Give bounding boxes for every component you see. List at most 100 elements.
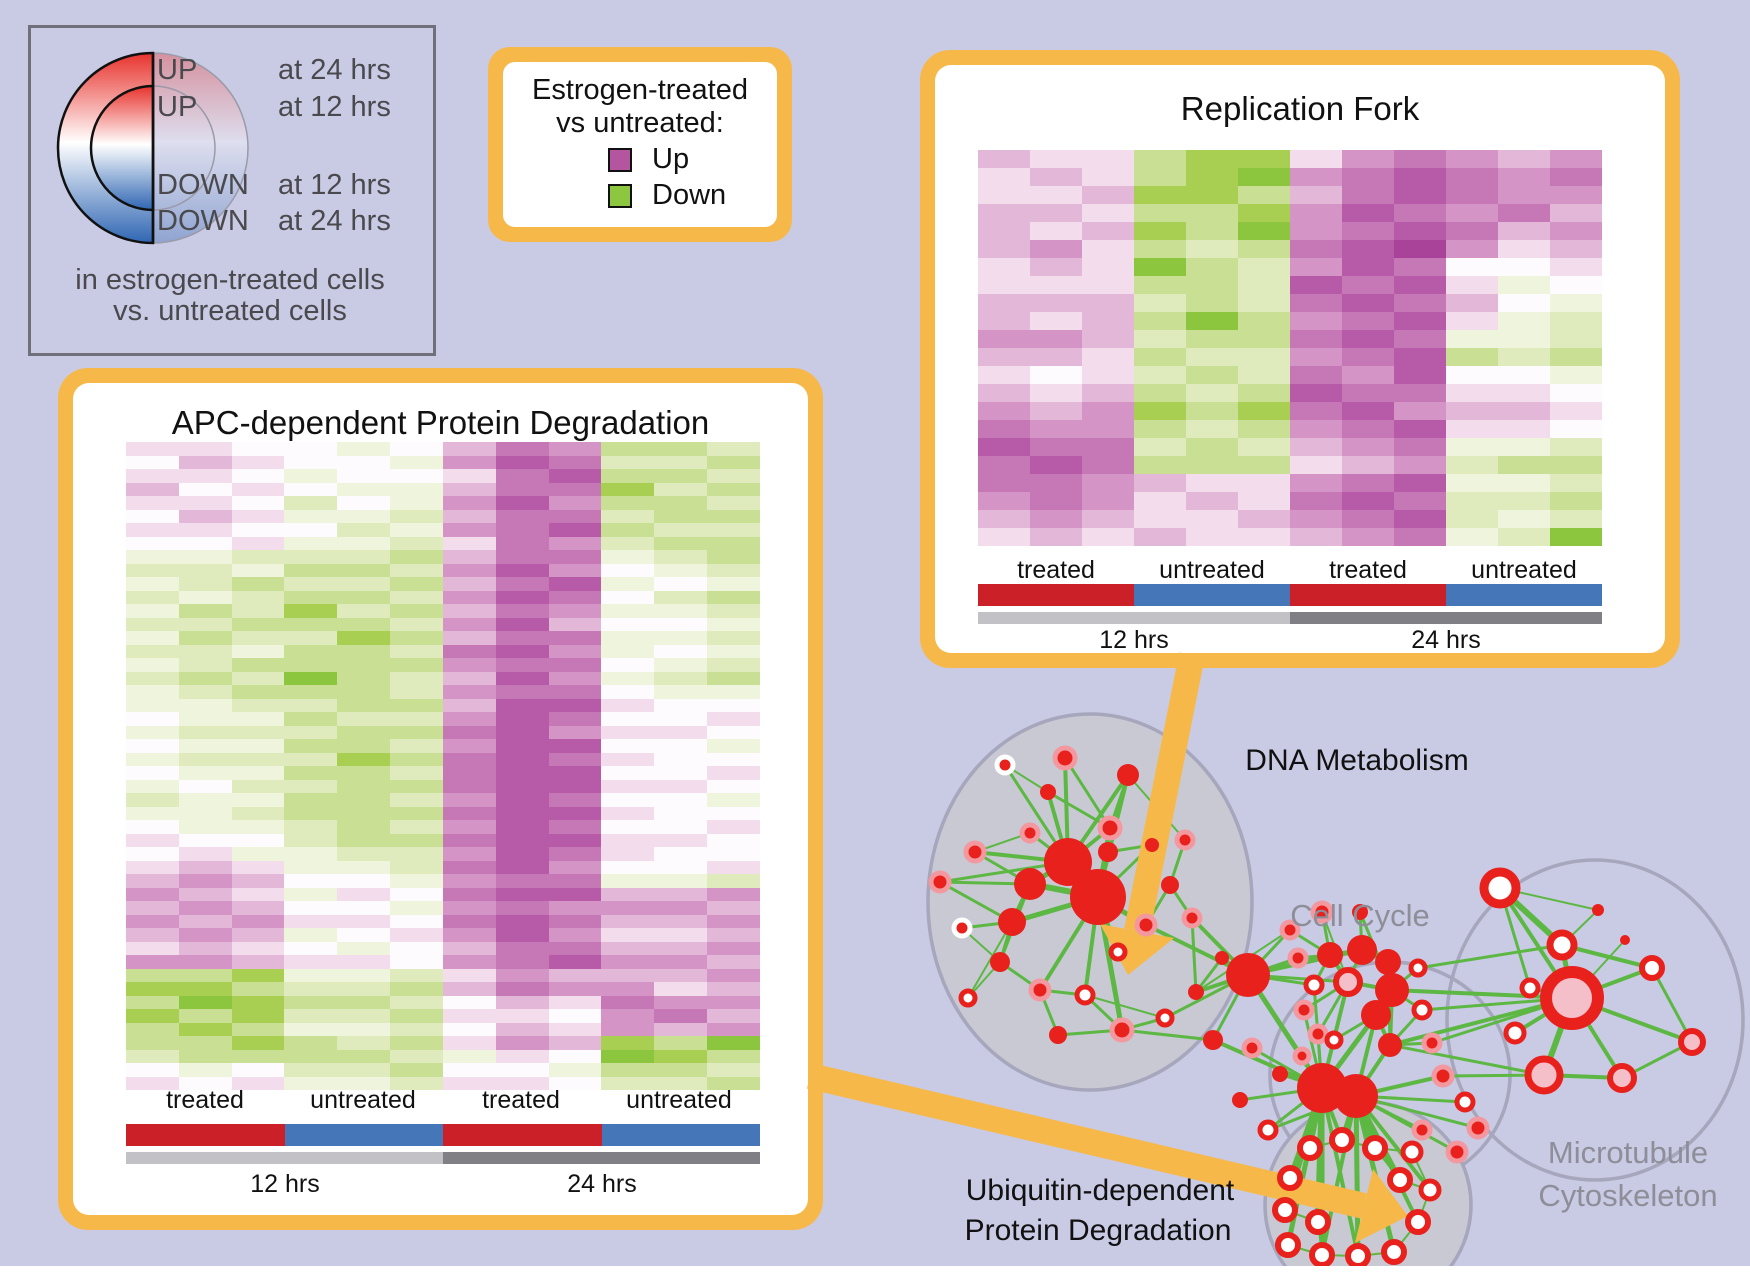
heatmap-cell bbox=[337, 712, 391, 726]
heatmap-cell bbox=[1082, 384, 1134, 402]
heatmap-cell bbox=[1342, 366, 1394, 384]
network-edge bbox=[1388, 989, 1394, 1046]
network-edge bbox=[1498, 886, 1574, 1000]
heatmap-cell bbox=[337, 442, 391, 456]
heatmap-cell bbox=[978, 456, 1030, 474]
network-edge bbox=[1121, 1016, 1166, 1032]
heatmap-cell bbox=[337, 928, 391, 942]
heatmap-cell bbox=[1394, 366, 1446, 384]
heatmap-cell bbox=[1030, 204, 1082, 222]
network-edge bbox=[1354, 1095, 1420, 1223]
heatmap-cell bbox=[126, 982, 179, 996]
network-edge bbox=[1561, 943, 1653, 970]
heatmap-cell bbox=[601, 455, 655, 469]
heatmap-cell bbox=[1134, 330, 1186, 348]
heatmap-cell bbox=[1446, 258, 1498, 276]
heatmap-cell bbox=[126, 604, 179, 618]
heatmap-cell bbox=[390, 496, 443, 510]
heatmap-cell bbox=[601, 766, 655, 780]
heatmap-cell bbox=[654, 644, 708, 658]
network-edge bbox=[974, 832, 1031, 853]
heatmap-cell bbox=[1186, 186, 1238, 204]
heatmap-cell bbox=[178, 847, 232, 861]
network-edge bbox=[1543, 1073, 1623, 1080]
heatmap-cell bbox=[1498, 150, 1550, 168]
network-edge bbox=[1373, 988, 1395, 1017]
network-node-solid bbox=[1375, 973, 1409, 1007]
heatmap-cell bbox=[1394, 384, 1446, 402]
heatmap-cell bbox=[1238, 528, 1290, 546]
heatmap-cell bbox=[707, 712, 760, 726]
network-edge bbox=[1095, 896, 1125, 1031]
network-node-solid bbox=[1161, 876, 1179, 894]
heatmap-cell bbox=[601, 698, 655, 712]
heatmap-cell bbox=[495, 442, 549, 456]
heatmap-cell bbox=[1082, 348, 1134, 366]
heatmap-cell bbox=[1290, 312, 1342, 330]
heatmap-cell bbox=[1342, 294, 1394, 312]
heatmap-cell bbox=[1238, 258, 1290, 276]
network-node-pink bbox=[1052, 745, 1078, 771]
heatmap-cell bbox=[1290, 276, 1342, 294]
heatmap-cell bbox=[1238, 168, 1290, 186]
heatmap-cell bbox=[284, 523, 338, 537]
network-node-donut bbox=[1277, 1165, 1303, 1191]
heatmap-cell bbox=[548, 698, 602, 712]
heatmap-cell bbox=[978, 438, 1030, 456]
heatmap-cell bbox=[495, 874, 549, 888]
heatmap-cell bbox=[1030, 510, 1082, 528]
heatmap-cell bbox=[337, 982, 391, 996]
heatmap-cell bbox=[1498, 258, 1550, 276]
heatmap-cell bbox=[231, 563, 285, 577]
heatmap-cell bbox=[707, 469, 760, 483]
heatmap-cell bbox=[495, 550, 549, 564]
heatmap-cell bbox=[1446, 492, 1498, 510]
network-edge bbox=[1355, 1094, 1423, 1132]
legend-note-line1: in estrogen-treated cells bbox=[75, 264, 385, 296]
heatmap-cell bbox=[1134, 258, 1186, 276]
heatmap-cell bbox=[1446, 366, 1498, 384]
legend-down-inner: DOWN bbox=[157, 169, 249, 201]
heatmap-cell bbox=[337, 509, 391, 523]
heatmap-cell bbox=[231, 793, 285, 807]
network-edge bbox=[1320, 1087, 1344, 1141]
heatmap-cell bbox=[654, 955, 708, 969]
network-edge bbox=[1127, 774, 1186, 841]
heatmap-cell bbox=[1446, 150, 1498, 168]
network-node-donut bbox=[1275, 1232, 1301, 1258]
heatmap-cell bbox=[1550, 510, 1602, 528]
network-node-donut bbox=[1479, 867, 1521, 909]
heatmap-cell bbox=[390, 833, 443, 847]
heatmap-cell bbox=[707, 874, 760, 888]
network-node-solid bbox=[1044, 838, 1092, 886]
heatmap-cell bbox=[707, 1036, 760, 1050]
heatmap-cell bbox=[390, 955, 443, 969]
heatmap-cell bbox=[654, 658, 708, 672]
heatmap-cell bbox=[284, 901, 338, 915]
heatmap-cell bbox=[284, 496, 338, 510]
heatmap-cell bbox=[548, 752, 602, 766]
heatmap-cell bbox=[178, 955, 232, 969]
network-edge bbox=[1320, 1095, 1358, 1256]
heatmap-cell bbox=[495, 563, 549, 577]
heatmap-cell bbox=[337, 482, 391, 496]
heatmap-cell bbox=[390, 685, 443, 699]
heatmap-cell bbox=[601, 604, 655, 618]
network-edge bbox=[1328, 953, 1350, 984]
heatmap-cell bbox=[284, 563, 338, 577]
heatmap-cell bbox=[442, 901, 496, 915]
heatmap-cell bbox=[231, 752, 285, 766]
heatmap-cell bbox=[178, 523, 232, 537]
network-edge bbox=[1353, 1095, 1397, 1253]
apc-untreated-bar-12 bbox=[285, 1124, 443, 1146]
heatmap-cell bbox=[1030, 312, 1082, 330]
heatmap-cell bbox=[495, 806, 549, 820]
heatmap-cell bbox=[390, 658, 443, 672]
cluster-microtubule-cytoskeleton bbox=[1445, 858, 1745, 1182]
network-node-donut bbox=[1345, 1243, 1371, 1269]
heatmap-cell bbox=[390, 671, 443, 685]
heatmap-cell bbox=[178, 469, 232, 483]
heatmap-cell bbox=[442, 860, 496, 874]
heatmap-cell bbox=[390, 860, 443, 874]
heatmap-cell bbox=[548, 806, 602, 820]
